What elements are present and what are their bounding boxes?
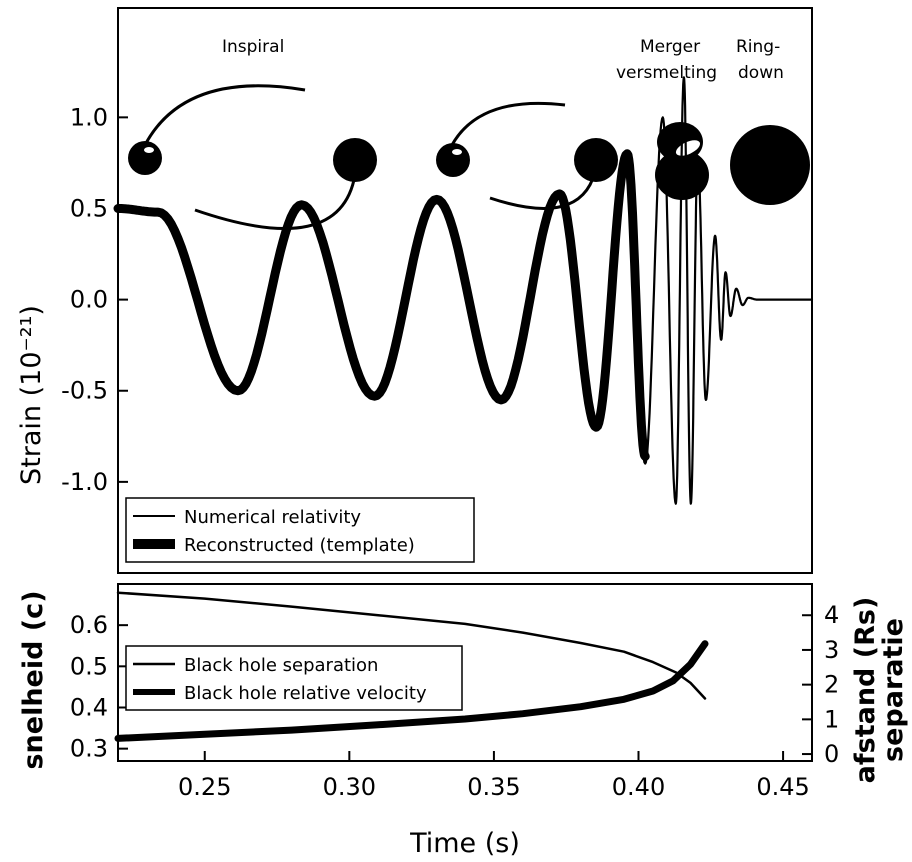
orbit-right-y-ticks: 4 3 2 1 0 — [802, 601, 839, 768]
time-x-tick-label-4: 0.45 — [756, 773, 809, 801]
stage-label-inspiral: Inspiral — [222, 37, 284, 57]
legend-label-black-hole-relative-velocity: Black hole relative velocity — [184, 683, 427, 704]
stage-label-ringdown-line1: Ring- — [736, 37, 780, 57]
stage-label-merger: Merger — [640, 37, 700, 57]
strain-legend: Numerical relativity Reconstructed (temp… — [125, 497, 475, 563]
orbit-trail-1a — [143, 84, 306, 146]
black-hole-large-2 — [574, 138, 618, 182]
separation-y-tick-label-3: 1 — [824, 705, 839, 733]
orbit-x-ticks: 0.25 0.30 0.35 0.40 0.45 — [178, 751, 810, 801]
orbit-curves — [114, 591, 709, 742]
separation-y-tick-label-0: 4 — [824, 601, 839, 629]
orbit-trail-2a — [450, 101, 566, 146]
orbit-legend-box — [125, 645, 463, 711]
series-line-numerical-relativity — [116, 76, 814, 505]
strain-y-tick-label-4: -1.0 — [61, 468, 108, 496]
strain-chart: 1.0 0.5 0.0 -0.5 -1.0 Strain (10⁻²¹) Numeric… — [16, 7, 814, 574]
black-hole-small-2 — [436, 143, 470, 177]
separation-y-tick-label-2: 2 — [824, 671, 839, 699]
series-line-reconstructed-template — [113, 149, 650, 461]
time-x-tick-label-1: 0.30 — [323, 773, 376, 801]
orbit-legend: Black hole separation Black hole relativ… — [125, 645, 463, 711]
time-x-tick-label-0: 0.25 — [178, 773, 231, 801]
strain-chart-frame — [117, 7, 813, 574]
separation-y-tick-label-1: 3 — [824, 636, 839, 664]
strain-y-axis-label: Strain (10⁻²¹) — [16, 305, 47, 485]
separation-y-axis-label-line1: afstand (Rs) — [850, 597, 881, 784]
velocity-y-axis-label: snelheid (c) — [18, 590, 49, 769]
stage-label-ringdown-line2: down — [738, 63, 784, 83]
black-hole-highlight-2 — [452, 149, 462, 155]
black-hole-highlight-1 — [144, 147, 154, 153]
strain-y-tick-label-3: -0.5 — [61, 377, 108, 405]
orbit-trail-2b — [489, 171, 597, 210]
strain-y-ticks: 1.0 0.5 0.0 -0.5 -1.0 — [61, 103, 128, 496]
separation-y-axis-label-line2: separatie — [878, 618, 909, 762]
stage-label-merger-translation: versmelting — [616, 63, 717, 83]
strain-y-tick-label-1: 0.5 — [70, 194, 108, 222]
orbit-trail-1b — [194, 174, 357, 230]
separation-y-tick-label-4: 0 — [824, 740, 839, 768]
velocity-y-tick-label-0: 0.6 — [70, 611, 108, 639]
time-x-axis-label: Time (s) — [409, 828, 520, 859]
orbit-chart-frame — [117, 583, 813, 762]
legend-label-reconstructed-template: Reconstructed (template) — [184, 535, 415, 556]
black-hole-small-1 — [128, 141, 162, 175]
black-hole-large-1 — [333, 138, 377, 182]
orbit-left-y-ticks: 0.6 0.5 0.4 0.3 — [70, 611, 128, 763]
strain-y-tick-label-2: 0.0 — [70, 286, 108, 314]
velocity-y-tick-label-2: 0.4 — [70, 693, 108, 721]
strain-y-tick-label-0: 1.0 — [70, 103, 108, 131]
series-line-black-hole-relative-velocity — [114, 640, 709, 742]
legend-label-numerical-relativity: Numerical relativity — [184, 507, 361, 528]
final-black-hole — [730, 125, 810, 205]
time-x-tick-label-3: 0.40 — [612, 773, 665, 801]
orbit-illustration: Inspiral Merger versmelting Ring- down — [128, 37, 810, 230]
velocity-y-tick-label-1: 0.5 — [70, 652, 108, 680]
strain-waveforms — [113, 76, 814, 505]
time-x-tick-label-2: 0.35 — [467, 773, 520, 801]
velocity-y-tick-label-3: 0.3 — [70, 735, 108, 763]
legend-label-black-hole-separation: Black hole separation — [184, 655, 378, 676]
strain-legend-box — [125, 497, 475, 563]
